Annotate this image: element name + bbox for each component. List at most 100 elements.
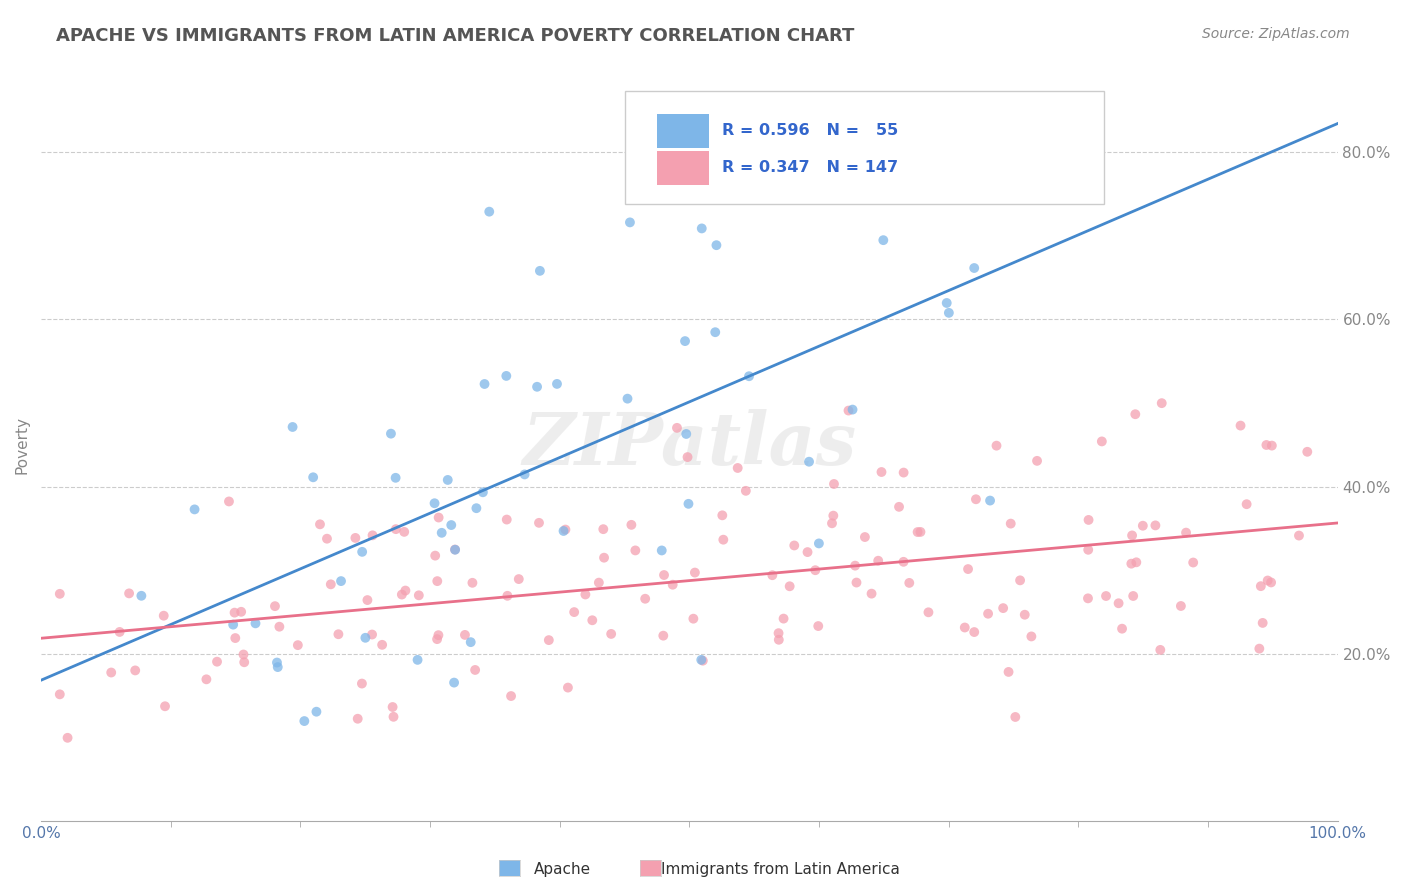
Point	[1021, 629, 1043, 643]
Point	[454, 628, 477, 642]
Point	[1175, 525, 1198, 540]
Point	[651, 543, 673, 558]
Point	[406, 653, 429, 667]
Point	[224, 606, 246, 620]
Text: R = 0.596   N =   55: R = 0.596 N = 55	[721, 123, 898, 137]
Point	[444, 542, 467, 557]
Point	[264, 599, 287, 614]
Point	[1122, 589, 1144, 603]
Point	[675, 427, 697, 442]
Point	[938, 306, 960, 320]
Point	[1125, 555, 1147, 569]
Point	[537, 633, 560, 648]
Point	[616, 392, 638, 406]
Point	[1256, 438, 1278, 452]
Point	[1251, 615, 1274, 630]
Point	[100, 665, 122, 680]
Point	[152, 608, 174, 623]
Point	[385, 522, 408, 536]
Point	[965, 492, 987, 507]
Point	[845, 575, 868, 590]
Point	[1182, 556, 1205, 570]
Point	[779, 579, 801, 593]
Point	[1121, 557, 1143, 571]
Point	[1121, 528, 1143, 542]
Point	[436, 473, 458, 487]
Point	[443, 675, 465, 690]
Point	[269, 620, 291, 634]
Point	[305, 705, 328, 719]
Point	[461, 575, 484, 590]
Point	[328, 627, 350, 641]
Point	[496, 589, 519, 603]
Point	[513, 467, 536, 482]
Text: R = 0.347   N = 147: R = 0.347 N = 147	[721, 161, 898, 176]
Point	[1111, 622, 1133, 636]
Point	[361, 528, 384, 542]
FancyBboxPatch shape	[657, 152, 709, 186]
Point	[796, 545, 818, 559]
Point	[711, 508, 734, 523]
Point	[619, 215, 641, 229]
Point	[233, 655, 256, 669]
Point	[205, 655, 228, 669]
Point	[804, 563, 827, 577]
Point	[392, 524, 415, 539]
Point	[478, 204, 501, 219]
Point	[600, 627, 623, 641]
Point	[316, 532, 339, 546]
Point	[471, 485, 494, 500]
Point	[1091, 434, 1114, 449]
Point	[727, 461, 749, 475]
Point	[153, 699, 176, 714]
Point	[49, 687, 72, 701]
Point	[562, 605, 585, 619]
Point	[426, 574, 449, 588]
Point	[870, 465, 893, 479]
Point	[692, 654, 714, 668]
Point	[963, 260, 986, 275]
Point	[738, 369, 761, 384]
Point	[953, 620, 976, 634]
Point	[893, 466, 915, 480]
Point	[574, 587, 596, 601]
Point	[666, 421, 689, 435]
Point	[352, 545, 374, 559]
Point	[844, 558, 866, 573]
Text: APACHE VS IMMIGRANTS FROM LATIN AMERICA POVERTY CORRELATION CHART: APACHE VS IMMIGRANTS FROM LATIN AMERICA …	[56, 27, 855, 45]
Point	[1150, 396, 1173, 410]
Point	[807, 619, 830, 633]
Point	[711, 533, 734, 547]
Point	[872, 233, 894, 247]
Point	[245, 616, 267, 631]
Point	[998, 192, 1021, 206]
Point	[1288, 528, 1310, 542]
Point	[690, 221, 713, 235]
Point	[682, 612, 704, 626]
Point	[384, 471, 406, 485]
Point	[1077, 591, 1099, 606]
Point	[979, 493, 1001, 508]
Point	[460, 635, 482, 649]
Point	[1026, 454, 1049, 468]
Point	[620, 517, 643, 532]
Point	[841, 402, 863, 417]
Point	[56, 731, 79, 745]
Point	[495, 368, 517, 383]
Point	[302, 470, 325, 484]
Point	[991, 601, 1014, 615]
Point	[1261, 439, 1284, 453]
Point	[768, 632, 790, 647]
Point	[183, 502, 205, 516]
Text: Immigrants from Latin America: Immigrants from Latin America	[661, 863, 900, 877]
Point	[704, 325, 727, 339]
Point	[224, 631, 246, 645]
Point	[391, 588, 413, 602]
Point	[546, 376, 568, 391]
Point	[287, 638, 309, 652]
Point	[652, 629, 675, 643]
Text: Apache: Apache	[534, 863, 592, 877]
Point	[837, 403, 859, 417]
Point	[661, 578, 683, 592]
Point	[772, 612, 794, 626]
